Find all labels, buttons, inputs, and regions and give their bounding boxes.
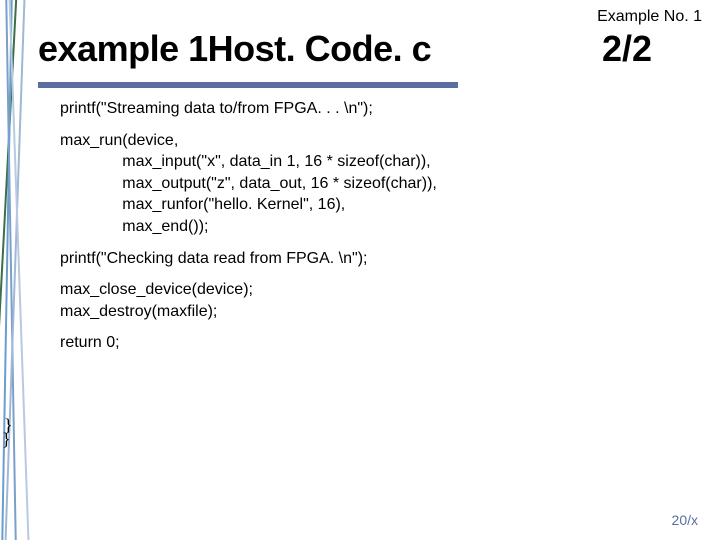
example-label: Example No. 1 — [597, 8, 702, 26]
brace: } — [2, 429, 11, 450]
code-line: max_output("z", data_out, 16 * sizeof(ch… — [60, 173, 690, 195]
decorative-left-stripes — [0, 0, 38, 540]
code-block: printf("Streaming data to/from FPGA. . .… — [60, 98, 690, 354]
title-underline — [38, 82, 458, 88]
code-line: return 0; — [60, 332, 690, 354]
code-line: printf("Streaming data to/from FPGA. . .… — [60, 98, 690, 120]
slide: Example No. 1 example 1Host. Code. c 2/2… — [0, 0, 720, 540]
code-line: max_end()); — [60, 216, 690, 238]
slide-title: example 1Host. Code. c — [38, 28, 431, 70]
page-indicator: 2/2 — [602, 28, 652, 70]
footer-page-number: 20/x — [672, 512, 698, 528]
code-line: max_close_device(device); — [60, 279, 690, 301]
code-line: printf("Checking data read from FPGA. \n… — [60, 248, 690, 270]
code-line: max_input("x", data_in 1, 16 * sizeof(ch… — [60, 151, 690, 173]
code-line: max_destroy(maxfile); — [60, 301, 690, 323]
code-line: max_runfor("hello. Kernel", 16), — [60, 194, 690, 216]
code-line: max_run(device, — [60, 130, 690, 152]
title-row: example 1Host. Code. c 2/2 — [38, 28, 702, 70]
